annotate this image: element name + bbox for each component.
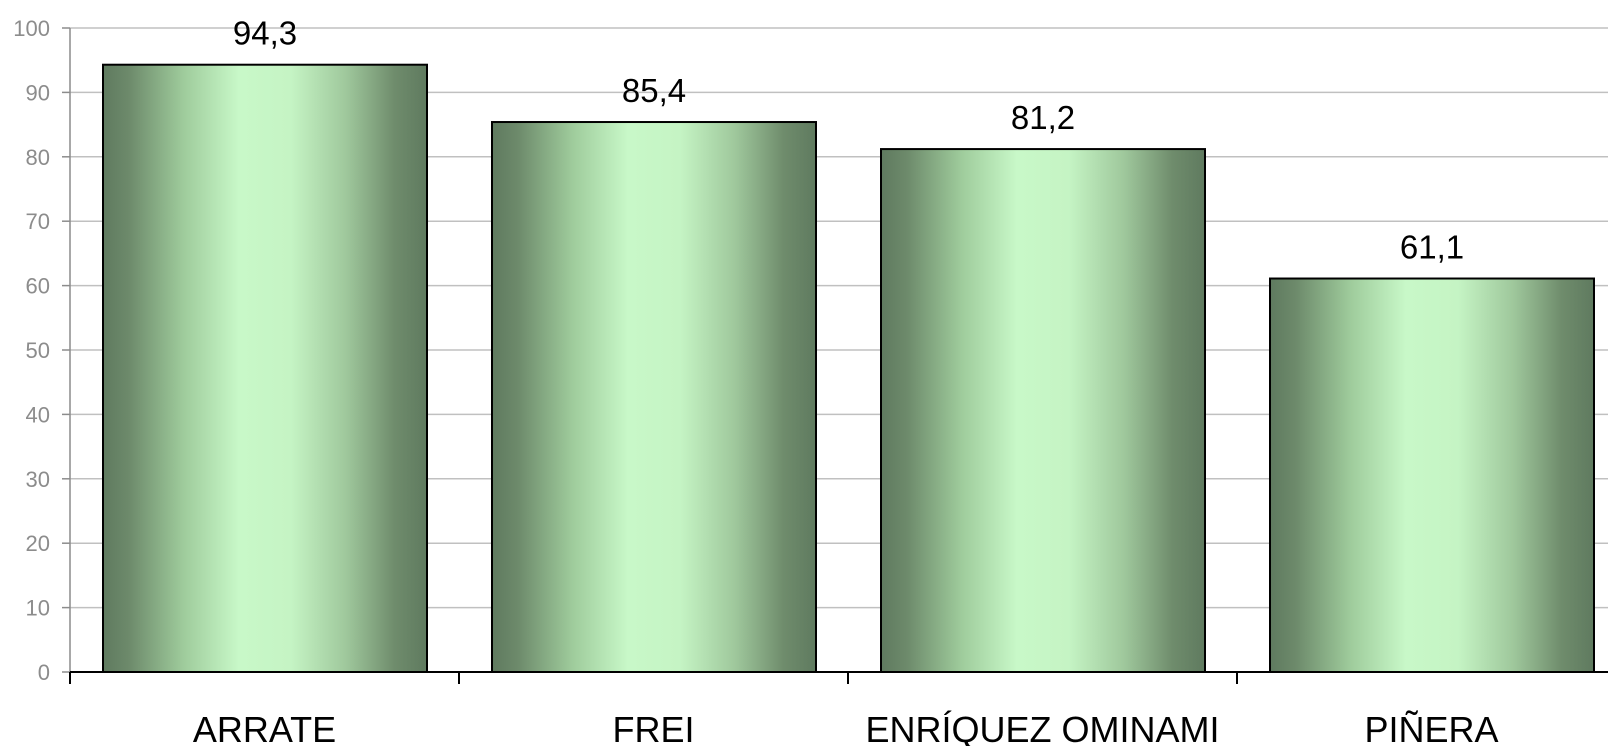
data-label: 94,3: [233, 15, 297, 52]
y-tick-label: 90: [26, 80, 50, 105]
y-tick-label: 40: [26, 402, 50, 427]
y-tick-label: 10: [26, 596, 50, 621]
bars: [102, 63, 1595, 674]
x-category-label: PIÑERA: [1364, 709, 1498, 746]
y-axis-tick-labels: 0 10 20 30 40 50 60 70 80 90 100: [13, 16, 50, 685]
y-tick-label: 60: [26, 274, 50, 299]
data-label: 81,2: [1011, 99, 1075, 136]
bar: [102, 63, 428, 673]
data-label: 85,4: [622, 72, 686, 109]
y-tick-label: 30: [26, 467, 50, 492]
bar: [880, 148, 1206, 673]
x-category-label: ARRATE: [193, 709, 336, 746]
y-tick-label: 20: [26, 531, 50, 556]
x-axis-category-labels: ARRATE FREI ENRÍQUEZ OMINAMI PIÑERA: [193, 709, 1499, 746]
y-tick-label: 80: [26, 145, 50, 170]
data-label: 61,1: [1400, 229, 1464, 266]
x-category-label: FREI: [612, 709, 694, 746]
y-tick-label: 50: [26, 338, 50, 363]
y-tick-label: 100: [13, 16, 50, 41]
axes: [69, 28, 1608, 684]
x-category-label: ENRÍQUEZ OMINAMI: [865, 709, 1219, 746]
bar: [1269, 277, 1595, 673]
bar: [491, 121, 817, 674]
y-tick-label: 0: [38, 660, 50, 685]
data-labels: 94,3 85,4 81,2 61,1: [233, 15, 1464, 266]
y-tick-label: 70: [26, 209, 50, 234]
